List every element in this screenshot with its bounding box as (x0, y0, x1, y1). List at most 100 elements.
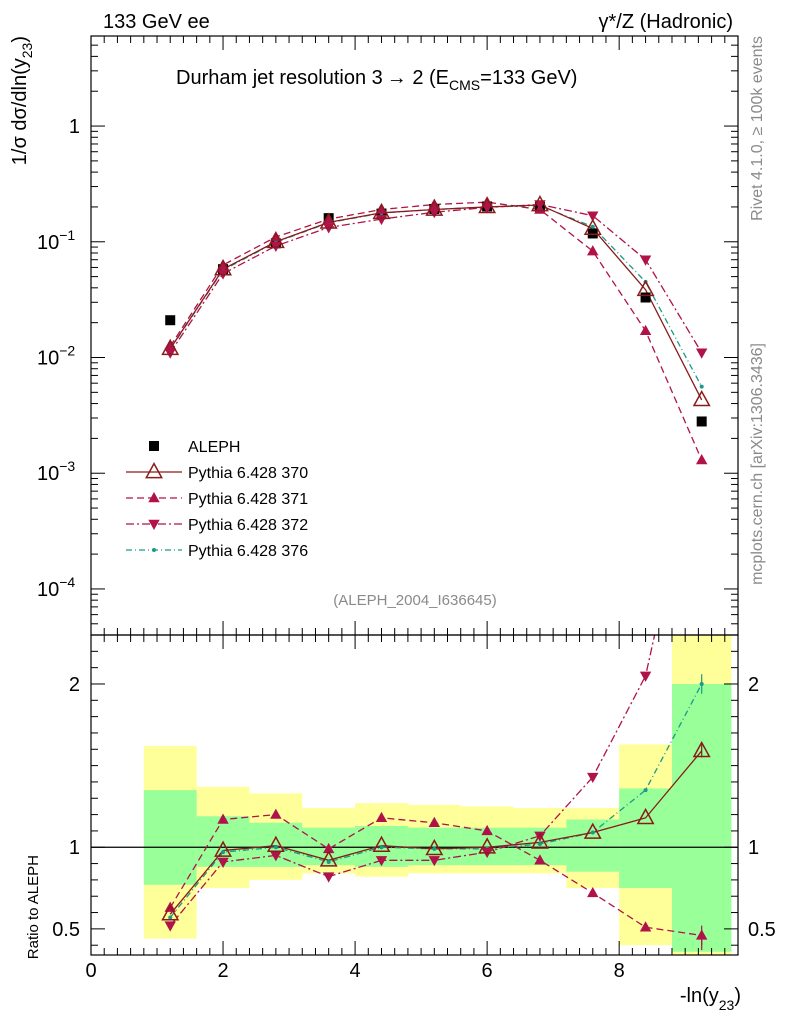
ratio-1-point-9 (639, 921, 652, 932)
ratio-tick-label-right-2: 2 (748, 674, 759, 696)
ratio-2-point-7 (534, 831, 546, 842)
legend-marker-3 (152, 548, 156, 552)
y-tick-label-1: 10−1 (37, 227, 75, 254)
legend-label-aleph: ALEPH (188, 439, 240, 456)
series-0-point-6 (478, 196, 497, 214)
ratio-1-point-8 (587, 886, 599, 898)
series-1-point-8 (587, 245, 599, 256)
legend-marker-0 (145, 462, 163, 479)
legend-marker-aleph (149, 441, 159, 451)
ratio-2-point-8 (587, 772, 599, 784)
ratio-0-point-5 (425, 838, 444, 856)
y-tick-label-4: 10−4 (37, 574, 75, 601)
ratio-1-point-6 (481, 824, 493, 836)
analysis-id: (ALEPH_2004_I636645) (333, 592, 496, 609)
ratio-2-point-5 (428, 856, 441, 867)
ratio-1-point-1 (217, 813, 229, 824)
ratio-0-point-4 (372, 835, 391, 852)
aleph-point-10 (696, 416, 707, 427)
legend-marker-2 (148, 519, 160, 530)
band-green-10 (671, 683, 732, 952)
legend-label-2: Pythia 6.428 372 (188, 517, 308, 534)
y-tick-label-2: 10−2 (37, 342, 75, 369)
y-axis-label: 1/σ dσ/dln(y23) (9, 36, 35, 165)
series-1-point-9 (639, 324, 652, 336)
legend-marker-1 (148, 492, 160, 503)
ratio-1-point-5 (428, 816, 441, 827)
ratio-0-point-6 (478, 837, 497, 854)
ratio-2-point-0 (164, 921, 176, 932)
series-0-point-10 (692, 389, 711, 407)
ratio-1-point-2 (270, 808, 282, 819)
aleph-point-0 (165, 315, 176, 326)
ratio-3-point-4 (379, 845, 384, 850)
ratio-3-point-7 (537, 841, 542, 846)
series-3-point-8 (590, 224, 595, 229)
legend: ALEPH Pythia 6.428 370 Pythia 6.428 371 Pyt… (126, 439, 308, 560)
ratio-0-point-3 (319, 850, 338, 867)
ratio-tick-label-left-2: 2 (69, 674, 80, 696)
ratio-frame (90, 634, 739, 956)
ratio-3-point-5 (432, 846, 437, 851)
x-tick-label-4: 8 (614, 960, 625, 982)
plot-title: Durham jet resolution 3 → 2 (ECMS=133 GeV… (176, 67, 577, 93)
series-0-point-4 (372, 202, 391, 220)
axes: 1 10−1 10−2 10−3 10−4 0 2 4 6 8 0.5 0.5 1 1 2 2 (37, 35, 776, 982)
series-0-point-3 (319, 212, 338, 229)
ratio-2-point-1 (217, 857, 229, 868)
series-0-point-0 (161, 338, 180, 356)
band-green-9 (619, 788, 672, 889)
series-0-point-5 (425, 199, 444, 216)
series-2-point-8 (587, 211, 599, 222)
ratio-1-point-4 (375, 811, 388, 823)
x-axis-label: -ln(y23) (680, 985, 741, 1013)
series-3-point-10 (699, 384, 704, 389)
ratio-0-point-2 (266, 835, 285, 852)
ratio-3-point-1 (221, 850, 226, 855)
ratio-3-point-0 (168, 915, 173, 920)
band-green-0 (143, 790, 197, 885)
series-2-point-4 (375, 214, 388, 226)
ratio-1-point-3 (322, 842, 335, 854)
legend-label-1: Pythia 6.428 371 (188, 491, 308, 508)
series-0-point-9 (636, 279, 655, 297)
series-0-point-8 (583, 218, 602, 235)
x-tick-label-1: 2 (217, 960, 228, 982)
ratio-tick-label-right-1: 1 (748, 837, 759, 859)
ratio-y-label: Ratio to ALEPH (25, 855, 42, 959)
ratio-2-point-2 (270, 851, 282, 862)
series-0-point-7 (530, 195, 549, 212)
ratio-2-point-4 (375, 856, 388, 867)
series-0-point-2 (266, 231, 285, 249)
series-1-point-10 (695, 454, 708, 465)
ratio-0-point-7 (530, 832, 549, 849)
ratio-0-point-8 (583, 822, 602, 839)
ratio-tick-label-left-1: 1 (69, 837, 80, 859)
aleph-point-9 (640, 292, 651, 303)
ratio-1-point-7 (534, 854, 546, 865)
ratio-3-point-3 (326, 859, 331, 864)
ratio-tick-label-left-0: 0.5 (52, 919, 80, 941)
ratio-3-point-8 (590, 830, 595, 835)
ratio-0-point-9 (636, 807, 655, 825)
y-tick-label-3: 10−3 (37, 458, 75, 485)
series-1-point-0 (164, 340, 176, 351)
header-right: γ*/Z (Hadronic) (599, 11, 733, 33)
series-1-point-4 (375, 203, 388, 214)
x-tick-label-3: 6 (482, 960, 493, 982)
header-left: 133 GeV ee (103, 11, 210, 33)
series-0-point-1 (214, 259, 233, 276)
series-1-point-3 (322, 213, 335, 224)
series-2-point-10 (695, 348, 708, 359)
ratio-tick-label-right-0: 0.5 (748, 919, 776, 941)
x-tick-label-0: 0 (85, 960, 96, 982)
x-tick-label-2: 4 (350, 960, 361, 982)
main-panel (161, 195, 711, 465)
legend-label-3: Pythia 6.428 376 (188, 543, 308, 560)
legend-label-0: Pythia 6.428 370 (188, 465, 308, 482)
ratio-3-point-9 (643, 788, 648, 793)
ratio-3-point-2 (273, 845, 278, 850)
y-tick-label-0: 1 (69, 116, 80, 138)
rivet-label: Rivet 4.1.0, ≥ 100k events (749, 36, 766, 221)
ratio-0-point-1 (214, 840, 233, 857)
